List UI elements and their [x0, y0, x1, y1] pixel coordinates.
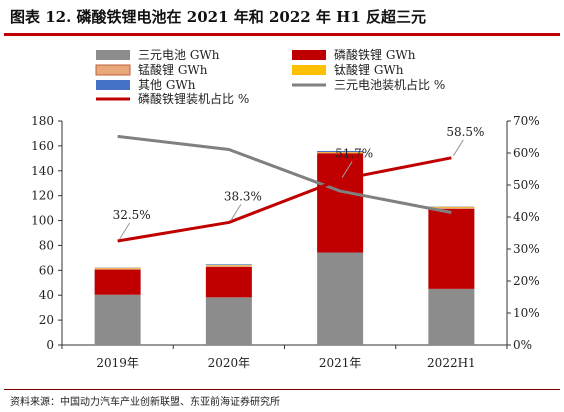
- bar-segment: [428, 288, 475, 345]
- data-label: 32.5%: [113, 208, 151, 222]
- bar-segment: [428, 208, 475, 289]
- footer-divider: [4, 389, 560, 390]
- legend-swatch: [292, 65, 326, 75]
- data-label: 51.7%: [335, 147, 373, 161]
- bar-segment: [317, 252, 364, 345]
- legend-label: 磷酸铁锂 GWh: [334, 47, 416, 62]
- left-tick-label: 20: [39, 313, 54, 327]
- bar-segment: [205, 266, 252, 298]
- legend-label: 磷酸铁锂装机占比 %: [138, 91, 249, 106]
- data-label: 38.3%: [224, 189, 262, 203]
- bar-segment: [94, 267, 141, 269]
- bar-segment: [428, 207, 475, 209]
- bar-segment: [317, 150, 364, 152]
- left-tick-label: 100: [31, 214, 54, 228]
- bars: [94, 150, 475, 345]
- left-tick-label: 180: [31, 114, 54, 128]
- right-tick-label: 0%: [513, 338, 532, 352]
- left-tick-label: 60: [39, 263, 54, 277]
- bar-segment: [205, 297, 252, 345]
- legend-label: 其他 GWh: [138, 78, 196, 92]
- bar-segment: [94, 269, 141, 295]
- left-tick-label: 160: [31, 139, 54, 153]
- left-tick-label: 40: [39, 288, 54, 302]
- legend-label: 锰酸锂 GWh: [138, 62, 208, 77]
- chart-title: 图表 12. 磷酸铁锂电池在 2021 年和 2022 年 H1 反超三元: [10, 8, 426, 26]
- series-line: [117, 156, 452, 243]
- right-tick-label: 30%: [513, 242, 540, 256]
- bar-segment: [205, 265, 252, 267]
- bar-segment: [94, 268, 141, 270]
- x-tick-label: 2019年: [96, 356, 139, 370]
- bar-segment: [94, 294, 141, 345]
- title-divider: [4, 33, 560, 36]
- chart: 三元电池 GWh 磷酸铁锂 GWh 锰酸锂 GWh 钛酸锂 GWh 其他 GWh 三元电池…: [31, 47, 540, 370]
- legend-swatch: [96, 50, 130, 60]
- legend-swatch: [292, 50, 326, 60]
- data-label-leader: [119, 222, 131, 240]
- x-tick-label: 2022H1: [427, 356, 476, 370]
- legend-label: 钛酸锂 GWh: [334, 62, 404, 77]
- axes: 0 20 40 60 80 100 120 140 160 180 0% 10% 20% 30% 40% 50…: [31, 114, 540, 370]
- data-labels: 32.5% 38.3% 51.7% 58.5%: [113, 125, 484, 240]
- data-label: 58.5%: [446, 125, 484, 139]
- legend-swatch: [96, 80, 130, 90]
- lines: [117, 134, 452, 243]
- legend: 三元电池 GWh 磷酸铁锂 GWh 锰酸锂 GWh 钛酸锂 GWh 其他 GWh 三元电池…: [95, 47, 445, 106]
- right-tick-label: 10%: [513, 306, 540, 320]
- right-tick-label: 60%: [513, 146, 540, 160]
- legend-label: 三元电池装机占比 %: [334, 77, 445, 92]
- right-tick-label: 20%: [513, 274, 540, 288]
- data-label-leader: [341, 161, 353, 178]
- bar-segment: [205, 264, 252, 266]
- left-tick-label: 0: [46, 338, 54, 352]
- x-tick-label: 2021年: [319, 356, 362, 370]
- source-note: 资料来源：中国动力汽车产业创新联盟、东亚前海证券研究所: [10, 397, 280, 408]
- data-label-leader: [230, 204, 242, 221]
- left-tick-label: 140: [31, 164, 54, 178]
- left-tick-label: 80: [39, 238, 54, 252]
- series-line: [117, 134, 452, 214]
- bar-segment: [205, 265, 252, 266]
- left-tick-label: 120: [31, 189, 54, 203]
- data-label-leader: [452, 139, 464, 157]
- legend-swatch: [95, 64, 131, 76]
- legend-label: 三元电池 GWh: [138, 48, 220, 62]
- right-tick-label: 40%: [513, 210, 540, 224]
- bar-segment: [428, 206, 475, 208]
- right-tick-label: 50%: [513, 178, 540, 192]
- bar-segment: [317, 153, 364, 253]
- bar-segment: [317, 152, 364, 154]
- x-tick-label: 2020年: [208, 356, 251, 370]
- right-tick-label: 70%: [513, 114, 540, 128]
